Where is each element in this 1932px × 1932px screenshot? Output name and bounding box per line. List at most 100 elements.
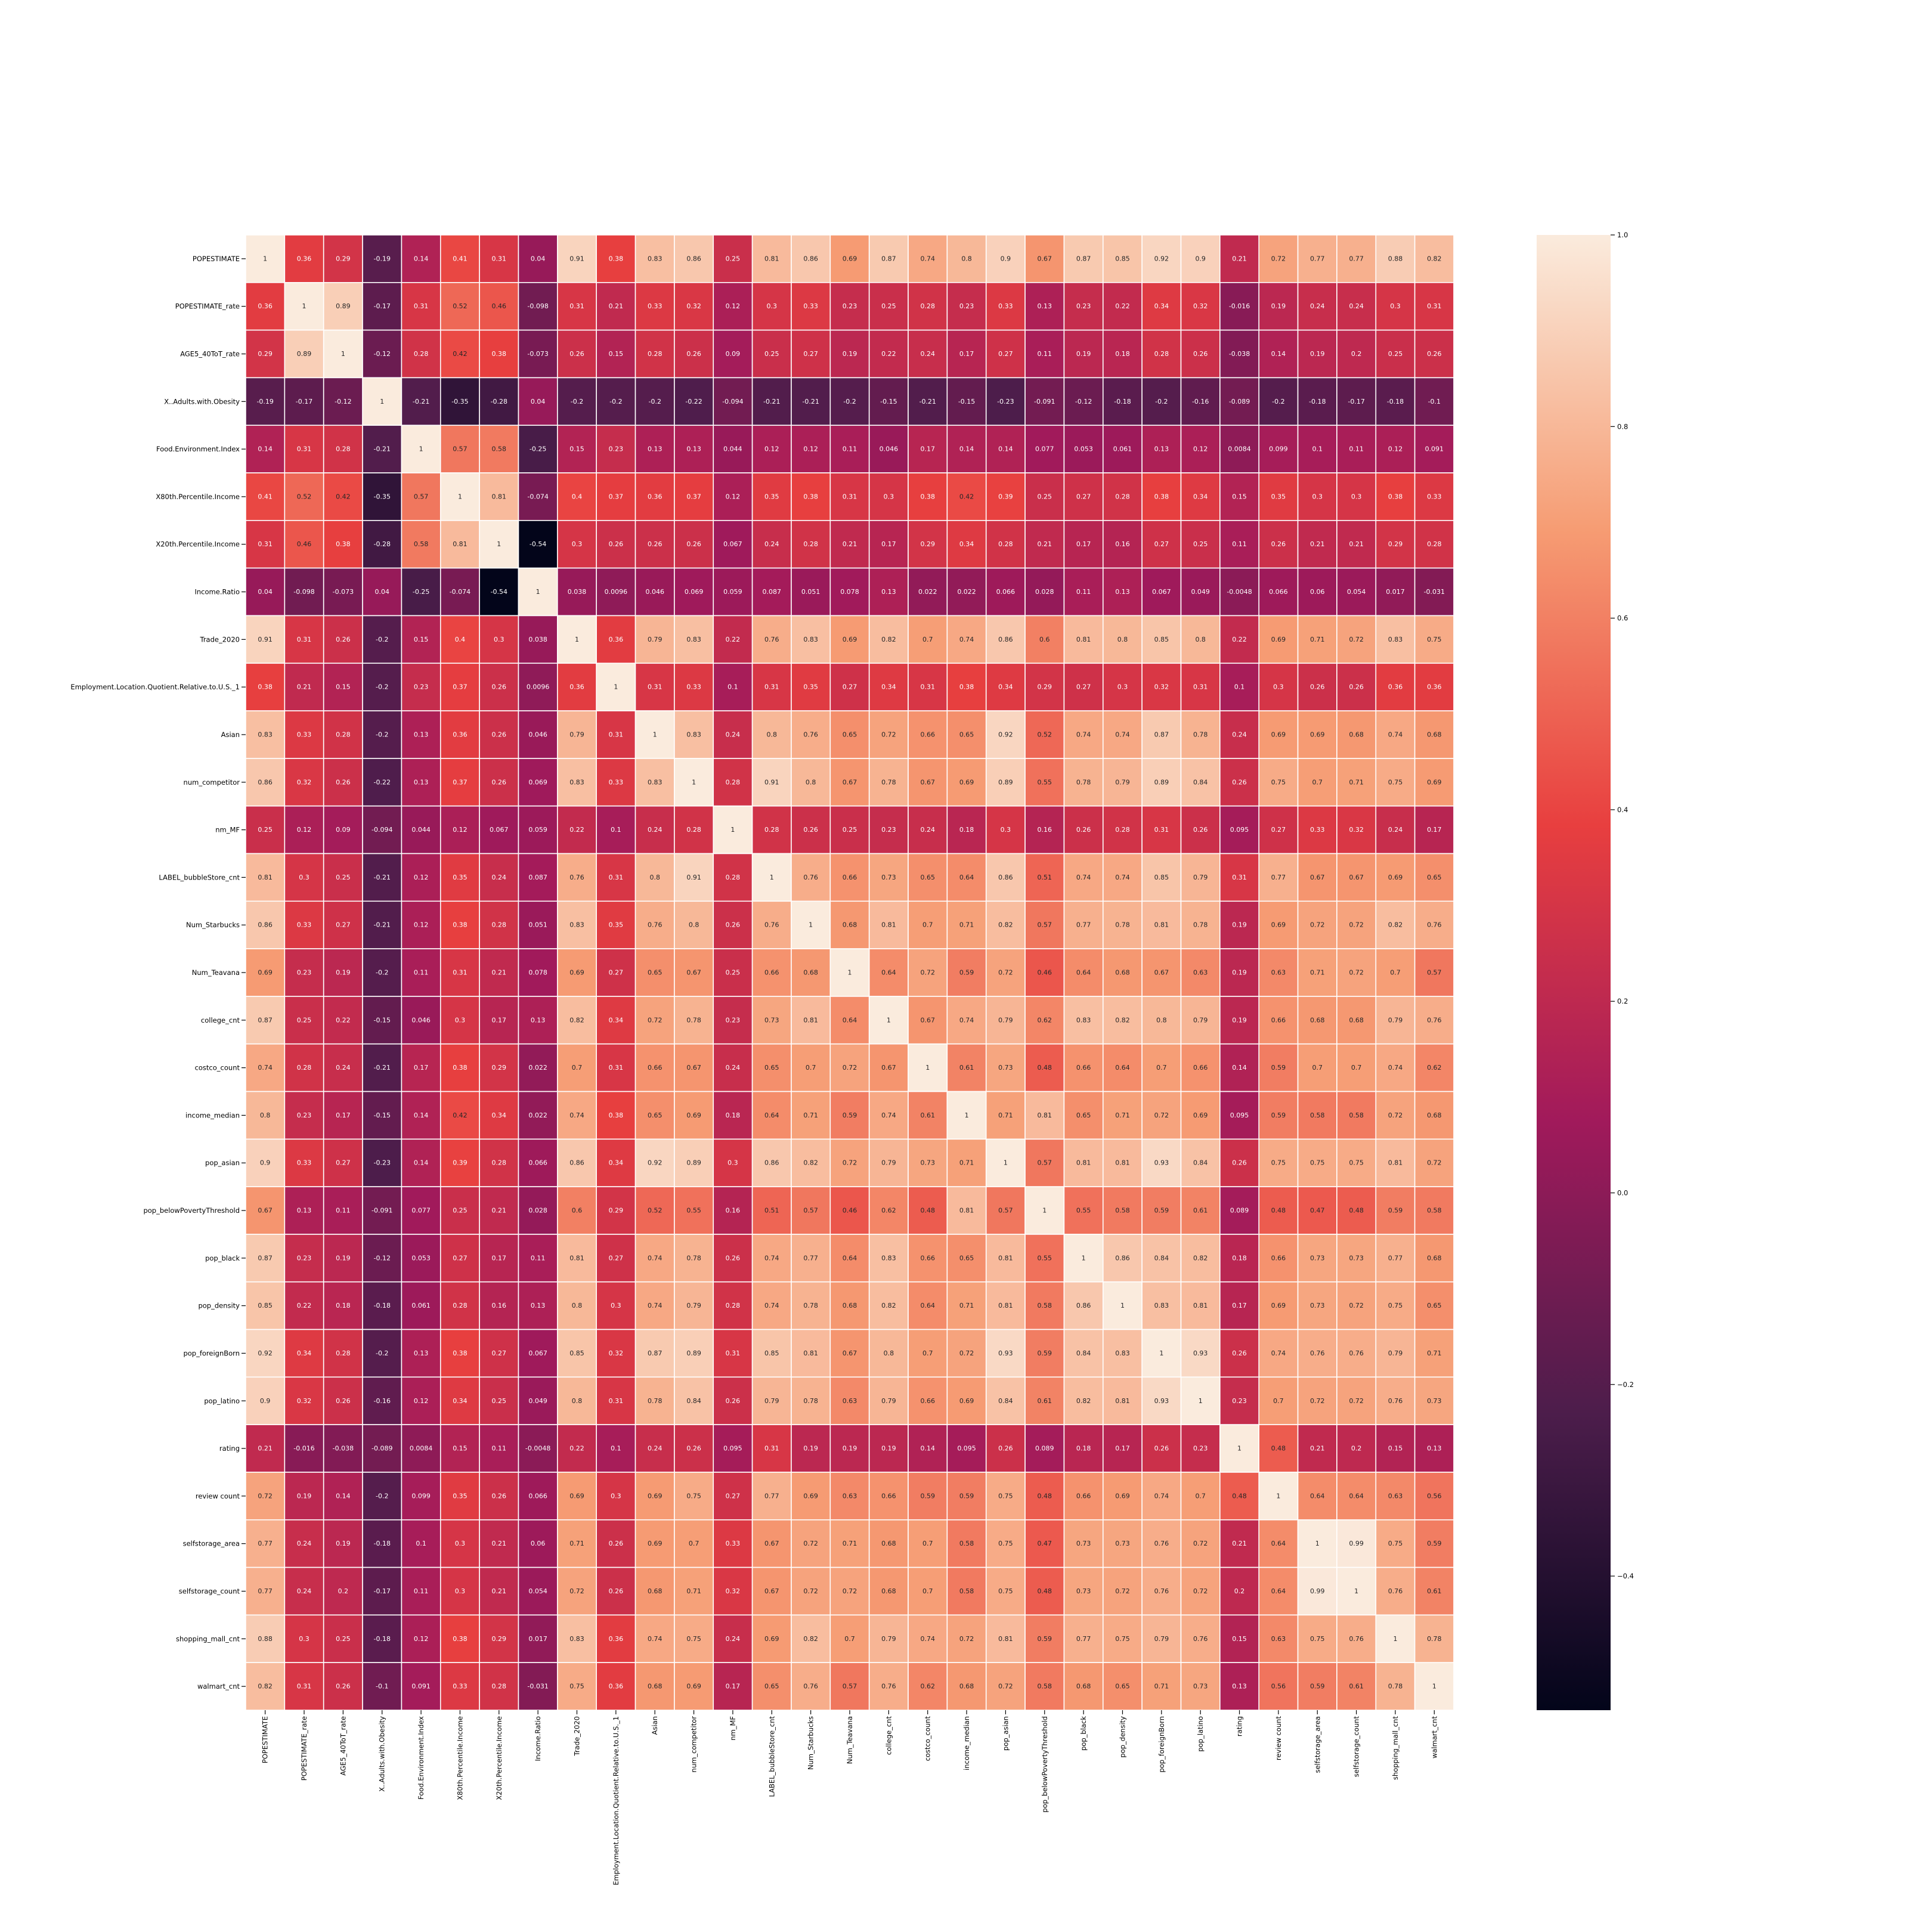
heatmap-cell (1103, 948, 1143, 997)
heatmap-cell-label: 0.34 (959, 540, 974, 548)
heatmap-cell-label: 0.3 (1351, 493, 1362, 500)
heatmap-cell-label: 0.76 (803, 730, 818, 738)
heatmap-cell-label: 0.81 (258, 874, 273, 881)
heatmap-cell-label: 0.038 (528, 636, 547, 643)
heatmap-cell (1414, 282, 1454, 331)
heatmap-cell-label: 0.39 (998, 493, 1013, 500)
heatmap-cell-label: 0.0096 (605, 588, 628, 596)
heatmap-cell-label: 1 (1082, 1254, 1086, 1262)
heatmap-cell (1024, 1614, 1065, 1663)
heatmap-cell-label: 0.68 (1427, 1254, 1442, 1262)
heatmap-cell-label: 0.37 (686, 493, 701, 500)
heatmap-cell-label: 0.36 (648, 493, 662, 500)
heatmap-cell (946, 1424, 987, 1473)
heatmap-cell (674, 1376, 714, 1425)
heatmap-cell-label: 0.6 (572, 1207, 583, 1215)
heatmap-cell (518, 1614, 558, 1663)
heatmap-cell-label: 0.21 (1310, 1445, 1325, 1453)
heatmap-cell-label: 0.36 (258, 302, 273, 310)
heatmap-cell (791, 520, 831, 569)
heatmap-cell (1414, 948, 1454, 997)
heatmap-cell-label: 0.69 (1427, 778, 1442, 786)
heatmap-cell-label: 0.28 (726, 778, 741, 786)
heatmap-cell (985, 472, 1026, 521)
heatmap-cell (1375, 996, 1416, 1045)
heatmap-cell-label: 0.31 (258, 540, 273, 548)
heatmap-cell-label: 0.78 (686, 1254, 701, 1262)
heatmap-cell-label: 0.83 (881, 1254, 896, 1262)
heatmap-cell-label: 0.7 (922, 1540, 933, 1547)
heatmap-cell (1063, 1662, 1104, 1711)
heatmap-cell-label: 0.67 (1038, 255, 1052, 262)
colorbar-tick-label: 0.0 (1617, 1188, 1628, 1197)
heatmap-cell (751, 900, 792, 949)
heatmap-cell-label: 0.3 (1117, 683, 1128, 691)
heatmap-cell-label: 0.11 (1038, 350, 1052, 358)
heatmap-cell-label: 0.88 (1388, 255, 1403, 262)
heatmap-cell (1336, 377, 1377, 426)
heatmap-cell-label: 0.78 (881, 778, 896, 786)
heatmap-cell (751, 615, 792, 664)
heatmap-cell (1141, 758, 1182, 807)
heatmap-cell-label: 1 (419, 445, 423, 453)
heatmap-cell-label: -0.17 (374, 1587, 391, 1595)
heatmap-cell (323, 472, 363, 521)
heatmap-cell-label: 0.12 (453, 826, 467, 834)
heatmap-cell (1024, 853, 1065, 902)
heatmap-cell (1297, 377, 1337, 426)
heatmap-cell-label: -0.2 (376, 1349, 388, 1357)
heatmap-cell-label: 0.64 (1349, 1492, 1364, 1500)
heatmap-cell (946, 1091, 987, 1140)
heatmap-cell-label: 0.15 (453, 1445, 467, 1453)
heatmap-cell (1219, 1614, 1260, 1663)
heatmap-cell (674, 758, 714, 807)
heatmap-cell-label: 0.75 (1115, 1635, 1130, 1643)
heatmap-cell-label: 0.74 (569, 1111, 584, 1119)
heatmap-cell-label: -0.18 (374, 1540, 391, 1547)
heatmap-cell (323, 520, 363, 569)
heatmap-cell (323, 377, 363, 426)
heatmap-cell (518, 1186, 558, 1235)
heatmap-cell (439, 1376, 480, 1425)
x-tick-label: review count (1274, 1716, 1283, 1761)
heatmap-cell (1297, 1472, 1337, 1521)
heatmap-cell-label: 0.86 (764, 1159, 779, 1167)
heatmap-cell-label: 0.58 (1349, 1111, 1364, 1119)
heatmap-cell (1103, 520, 1143, 569)
heatmap-cell-label: 0.63 (1388, 1492, 1403, 1500)
heatmap-cell (829, 377, 870, 426)
heatmap-cell-label: 0.84 (1076, 1349, 1091, 1357)
heatmap-cell (596, 615, 636, 664)
heatmap-cell-label: 0.23 (297, 1254, 312, 1262)
heatmap-cell-label: 0.83 (686, 636, 701, 643)
heatmap-cell-label: 0.68 (843, 1302, 857, 1309)
heatmap-cell-label: 0.21 (609, 302, 624, 310)
y-tick-label: Num_Starbucks (186, 921, 240, 929)
heatmap-cell-label: 0.3 (572, 540, 583, 548)
heatmap-cell-label: 0.71 (998, 1111, 1013, 1119)
y-tick-label: POPESTIMATE_rate (175, 302, 240, 311)
heatmap-cell-label: 0.22 (1115, 302, 1130, 310)
heatmap-cell-label: 0.42 (959, 493, 974, 500)
heatmap-cell (1297, 282, 1337, 331)
heatmap-cell-label: 0.99 (1310, 1587, 1325, 1595)
heatmap-cell (1414, 1566, 1454, 1616)
heatmap-cell-label: 0.76 (764, 921, 779, 929)
heatmap-cell-label: 0.053 (411, 1254, 431, 1262)
heatmap-cell-label: 0.35 (764, 493, 779, 500)
heatmap-cell-label: 0.51 (764, 1207, 779, 1215)
heatmap-cell (323, 1186, 363, 1235)
heatmap-cell (1063, 567, 1104, 617)
heatmap-cell (1219, 1424, 1260, 1473)
heatmap-cell-label: 0.077 (1035, 445, 1054, 453)
heatmap-cell-label: 0.23 (959, 302, 974, 310)
heatmap-cell-label: 0.87 (1076, 255, 1091, 262)
heatmap-cell-label: -0.18 (374, 1635, 391, 1643)
heatmap-cell-label: 0.21 (1232, 1540, 1247, 1547)
heatmap-cell-label: 0.83 (569, 921, 584, 929)
heatmap-cell-label: 0.85 (764, 1349, 779, 1357)
heatmap-cell-label: 0.59 (1271, 1064, 1286, 1072)
heatmap-cell-label: 0.74 (920, 255, 935, 262)
heatmap-cell (1141, 472, 1182, 521)
heatmap-cell-label: 0.14 (258, 445, 273, 453)
